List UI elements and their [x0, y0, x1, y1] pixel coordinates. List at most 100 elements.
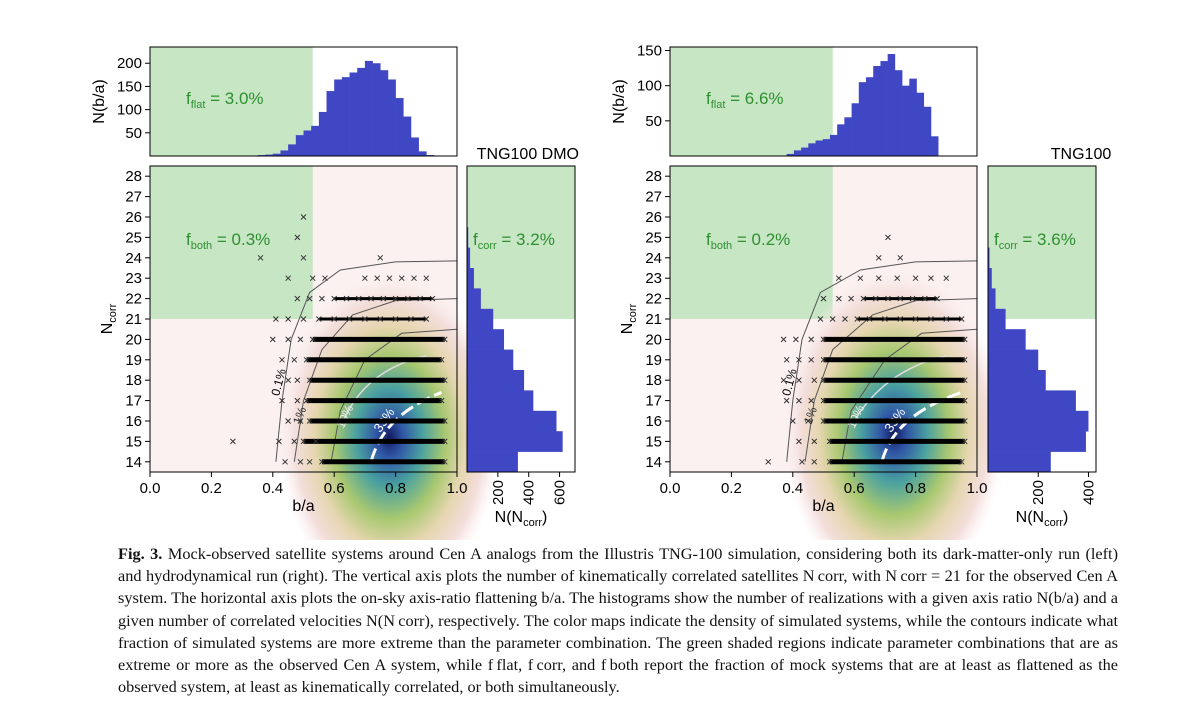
- side-hist-bar: [988, 390, 1076, 412]
- main-ytick-label: 21: [125, 311, 142, 328]
- main-xtick-label: 1.0: [967, 480, 988, 497]
- scatter-point: [961, 418, 968, 424]
- side-hist-bar: [988, 370, 1046, 391]
- main-ytick-label: 25: [645, 229, 662, 246]
- scatter-point: [368, 295, 374, 302]
- scatter-point: [882, 316, 888, 322]
- main-xtick-label: 0.6: [844, 480, 865, 497]
- scatter-point: [817, 316, 824, 322]
- corr-shaded-region: [988, 166, 1096, 319]
- main-ytick-label: 20: [645, 331, 662, 348]
- scatter-point: [297, 336, 304, 343]
- scatter-point: [300, 214, 307, 220]
- scatter-point: [319, 458, 325, 465]
- side-hist-bar: [467, 288, 481, 310]
- main-ytick-label: 27: [125, 189, 142, 206]
- top-hist-bar: [280, 150, 289, 156]
- scatter-point: [835, 275, 842, 282]
- scatter-point: [315, 316, 322, 322]
- main-ytick-label: 18: [125, 372, 142, 389]
- scatter-point: [279, 397, 285, 404]
- scatter-point: [826, 438, 833, 445]
- contour-label: 1%: [801, 405, 820, 426]
- main-ytick-label: 23: [125, 270, 142, 287]
- top-hist-bar: [341, 77, 350, 156]
- scatter-point: [319, 295, 325, 302]
- top-hist-bar: [418, 151, 427, 156]
- side-hist-bar: [988, 349, 1039, 371]
- scatter-point: [885, 295, 891, 302]
- top-hist-bar: [844, 117, 852, 156]
- caption-text: Mock-observed satellite systems around C…: [118, 544, 1119, 697]
- scatter-point: [269, 336, 276, 343]
- scatter-point: [405, 295, 411, 302]
- side-hist-bar: [988, 308, 1006, 330]
- scatter-point: [282, 458, 288, 465]
- main-xtick-label: 0.0: [660, 480, 681, 497]
- top-hist-bar: [403, 116, 412, 156]
- scatter-point: [921, 295, 928, 302]
- top-hist-bar: [801, 147, 809, 156]
- scatter-point: [294, 234, 301, 241]
- top-hist-bar: [916, 92, 925, 156]
- side-hist-bar: [988, 288, 996, 310]
- fboth-annotation: fboth = 0.3%: [186, 230, 270, 252]
- scatter-point: [362, 275, 368, 282]
- side-hist-bar: [467, 308, 494, 330]
- scatter-point: [423, 316, 430, 322]
- scatter-point: [793, 336, 799, 343]
- flat-shaded-region: [150, 47, 313, 156]
- main-ytick-label: 16: [125, 413, 142, 430]
- scatter-point: [285, 377, 292, 384]
- top-hist-bar: [288, 144, 297, 156]
- side-hist-bar: [467, 268, 474, 289]
- main-ytick-label: 28: [645, 168, 662, 185]
- side-hist-bar: [988, 410, 1089, 432]
- scatter-point: [300, 438, 307, 445]
- main-xlabel: b/a: [292, 498, 314, 515]
- scatter-point: [285, 316, 292, 322]
- side-hist-bar: [988, 329, 1026, 350]
- side-hist-bar: [988, 451, 1051, 473]
- top-hist-bar: [357, 67, 366, 156]
- scatter-point: [961, 336, 968, 343]
- scatter-point: [875, 254, 882, 261]
- scatter-point: [943, 316, 950, 322]
- scatter-point: [789, 418, 796, 424]
- scatter-point: [872, 295, 879, 302]
- side-hist-bar: [467, 370, 525, 391]
- scatter-point: [285, 336, 292, 343]
- scatter-point: [297, 458, 304, 465]
- scatter-point: [909, 295, 916, 302]
- scatter-point: [346, 316, 353, 322]
- scatter-point: [958, 316, 965, 322]
- scatter-point: [796, 356, 802, 363]
- scatter-point: [857, 275, 864, 282]
- both-shaded-region: [150, 166, 313, 319]
- side-xtick-label: 200: [1030, 480, 1047, 505]
- caption-label: Fig. 3.: [118, 544, 163, 563]
- side-xlabel: N(Ncorr): [495, 509, 548, 529]
- scatter-point: [820, 356, 827, 363]
- main-ytick-label: 26: [125, 209, 142, 226]
- scatter-point: [780, 336, 787, 343]
- top-hist-bar: [837, 124, 845, 156]
- scatter-point: [848, 295, 854, 302]
- scatter-point: [894, 275, 901, 282]
- scatter-point: [441, 438, 448, 445]
- scatter-point: [796, 397, 802, 404]
- scatter-point: [796, 377, 802, 384]
- top-hist-bar: [395, 98, 404, 156]
- top-hist-bar: [873, 65, 881, 156]
- main-xtick-label: 0.4: [782, 480, 803, 497]
- top-ytick-label: 50: [125, 125, 142, 142]
- top-hist-bar: [815, 140, 824, 156]
- top-ylabel: N(b/a): [91, 79, 108, 123]
- top-hist-bar: [866, 77, 874, 156]
- scatter-point: [230, 438, 236, 445]
- fcorr-annotation: fcorr = 3.2%: [473, 230, 555, 252]
- main-ytick-label: 19: [125, 352, 142, 369]
- scatter-point: [285, 418, 292, 424]
- scatter-point: [291, 356, 298, 363]
